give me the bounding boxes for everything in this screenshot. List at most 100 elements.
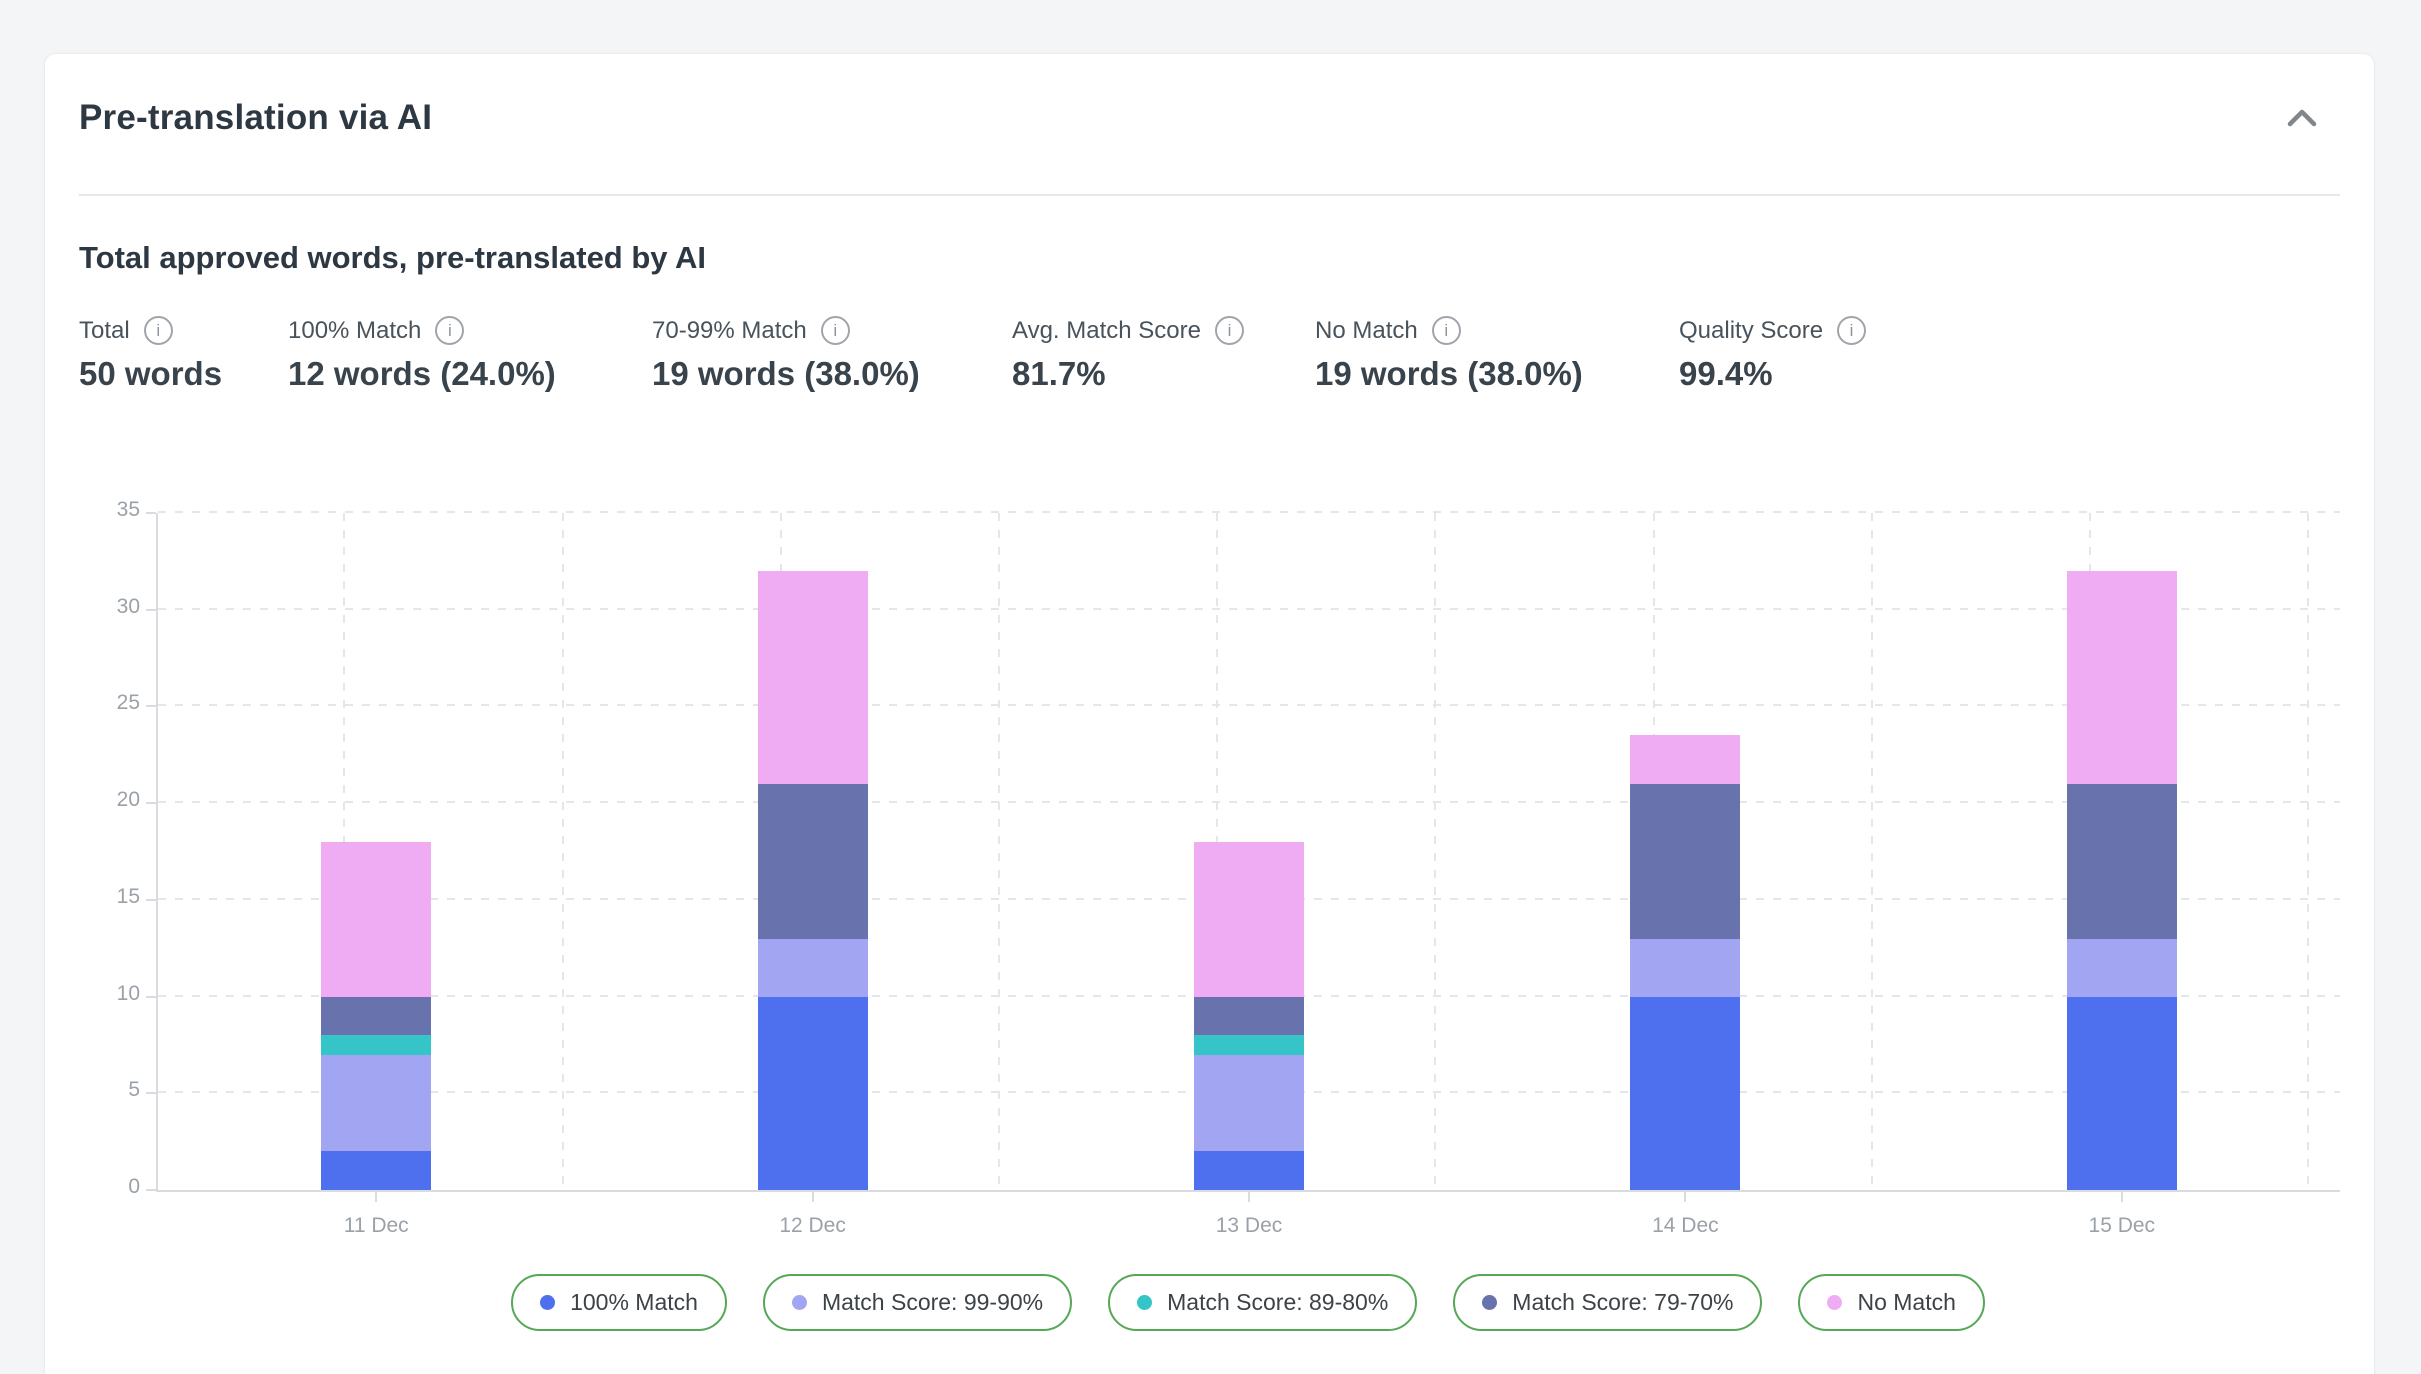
bar-segment[interactable] (1630, 783, 1741, 939)
gridline-vertical (998, 513, 1001, 1190)
stat-avg-match-score: Avg. Match Score i 81.7% (1012, 316, 1315, 393)
info-icon[interactable]: i (1837, 316, 1867, 345)
info-icon[interactable]: i (1214, 316, 1244, 345)
stats-row: Total i 50 words 100% Match i 12 words (… (79, 316, 2340, 393)
stat-label: No Match (1315, 316, 1418, 344)
bar-segment[interactable] (1194, 1054, 1304, 1152)
stat-label: 70-99% Match (652, 316, 807, 344)
legend-label: Match Score: 99-90% (821, 1289, 1044, 1315)
bar-segment[interactable] (321, 1151, 432, 1190)
x-axis-tick (811, 1192, 814, 1202)
plot-area: 0 5 10 15 20 25 30 35 11 Dec 12 Dec 13 Dec 14 Dec 15… (117, 498, 2340, 1237)
section-heading: Total approved words, pre-translated by … (79, 240, 706, 275)
bar-segment[interactable] (321, 1035, 432, 1055)
legend-pill[interactable]: Match Score: 99-90% (762, 1274, 1073, 1331)
collapse-button[interactable] (2280, 102, 2324, 134)
divider (79, 194, 2340, 196)
y-axis-label: 35 (116, 498, 140, 521)
bar-segment[interactable] (1630, 996, 1741, 1190)
gridline-horizontal (158, 607, 2340, 610)
gridline-horizontal (158, 801, 2340, 804)
x-axis-label: 14 Dec (1652, 1214, 1719, 1237)
y-axis-label: 15 (116, 884, 140, 908)
y-axis-tick (146, 1189, 156, 1191)
stat-quality-score: Quality Score i 99.4% (1679, 316, 1867, 393)
x-axis-tick (1684, 1192, 1687, 1202)
stat-value: 50 words (79, 355, 223, 392)
x-axis-tick (1248, 1192, 1250, 1202)
bar-13-dec[interactable] (1194, 513, 1304, 1190)
legend-label: Match Score: 79-70% (1512, 1289, 1734, 1315)
bar-segment[interactable] (321, 996, 432, 1036)
page-background: { "card": { "title": "Pre-translation vi… (0, 53, 2421, 1374)
gridline-vertical (2307, 513, 2310, 1190)
y-axis-label: 20 (116, 788, 140, 812)
y-axis-tick (146, 802, 156, 805)
legend-dot (1482, 1295, 1498, 1310)
bar-segment[interactable] (321, 841, 432, 997)
bar-segment[interactable] (321, 1054, 432, 1152)
y-axis-tick (146, 608, 156, 611)
y-axis-tick (146, 898, 156, 901)
stacked-bar-chart: 0 5 10 15 20 25 30 35 11 Dec 12 Dec 13 Dec 14 Dec 15… (117, 498, 2340, 1237)
bar-segment[interactable] (1194, 996, 1304, 1036)
legend-label: 100% Match (570, 1289, 698, 1315)
bar-14-dec[interactable] (1630, 513, 1741, 1190)
legend-label: No Match (1857, 1289, 1956, 1315)
stat-value: 19 words (38.0%) (652, 355, 920, 392)
x-axis-label: 11 Dec (343, 1214, 409, 1237)
bar-segment[interactable] (757, 938, 868, 997)
bar-15-dec[interactable] (2066, 513, 2177, 1190)
stat-label: Quality Score (1679, 316, 1824, 344)
stat-value: 99.4% (1679, 355, 1773, 392)
bar-segment[interactable] (757, 783, 868, 939)
stat-total: Total i 50 words (79, 316, 288, 393)
legend-pill[interactable]: 100% Match (511, 1274, 727, 1331)
x-axis-tick (2120, 1192, 2123, 1202)
stat-label: Avg. Match Score (1012, 316, 1201, 344)
bar-segment[interactable] (2066, 783, 2177, 939)
page-title: Pre-translation via AI (79, 98, 433, 137)
bar-segment[interactable] (1194, 1151, 1304, 1190)
card-header: Pre-translation via AI (79, 54, 2340, 138)
legend-pill[interactable]: No Match (1798, 1274, 1985, 1331)
bar-segment[interactable] (1630, 938, 1741, 997)
stat-no-match: No Match i 19 words (38.0%) (1315, 316, 1679, 393)
info-icon[interactable]: i (1431, 316, 1461, 345)
info-icon[interactable]: i (143, 316, 173, 345)
bar-segment[interactable] (1194, 1035, 1304, 1055)
legend-dot (1137, 1295, 1153, 1310)
gridline-horizontal (158, 704, 2340, 707)
bar-segment[interactable] (2066, 571, 2177, 784)
bar-segment[interactable] (2066, 996, 2177, 1190)
stat-70-99-match: 70-99% Match i 19 words (38.0%) (652, 316, 1012, 393)
y-axis-label: 5 (128, 1078, 140, 1102)
stat-value: 12 words (24.0%) (288, 355, 556, 392)
chevron-up-icon (2287, 109, 2317, 127)
x-axis-label: 15 Dec (2088, 1214, 2156, 1237)
x-axis-tick (375, 1192, 378, 1202)
bar-11-dec[interactable] (321, 513, 432, 1190)
bar-segment[interactable] (757, 571, 868, 784)
bar-segment[interactable] (2066, 938, 2177, 997)
bar-12-dec[interactable] (757, 513, 868, 1190)
info-icon[interactable]: i (435, 316, 465, 345)
y-axis-label: 25 (116, 691, 140, 715)
legend-dot (791, 1295, 807, 1310)
stat-100-match: 100% Match i 12 words (24.0%) (288, 316, 652, 393)
bar-segment[interactable] (757, 996, 868, 1190)
legend-pill[interactable]: Match Score: 79-70% (1453, 1274, 1763, 1331)
bar-segment[interactable] (1194, 841, 1304, 997)
y-axis-tick (146, 995, 156, 998)
bar-segment[interactable] (1630, 735, 1741, 784)
stat-label: 100% Match (288, 316, 422, 344)
legend-dot (540, 1295, 556, 1310)
legend-pill[interactable]: Match Score: 89-80% (1108, 1274, 1418, 1331)
y-axis-label: 10 (116, 981, 140, 1005)
gridline-horizontal (158, 511, 2340, 513)
y-axis-tick (146, 1092, 156, 1095)
stat-label: Total (79, 316, 130, 344)
info-icon[interactable]: i (820, 316, 850, 345)
y-axis-tick (146, 512, 156, 514)
gridline-vertical (561, 513, 564, 1190)
